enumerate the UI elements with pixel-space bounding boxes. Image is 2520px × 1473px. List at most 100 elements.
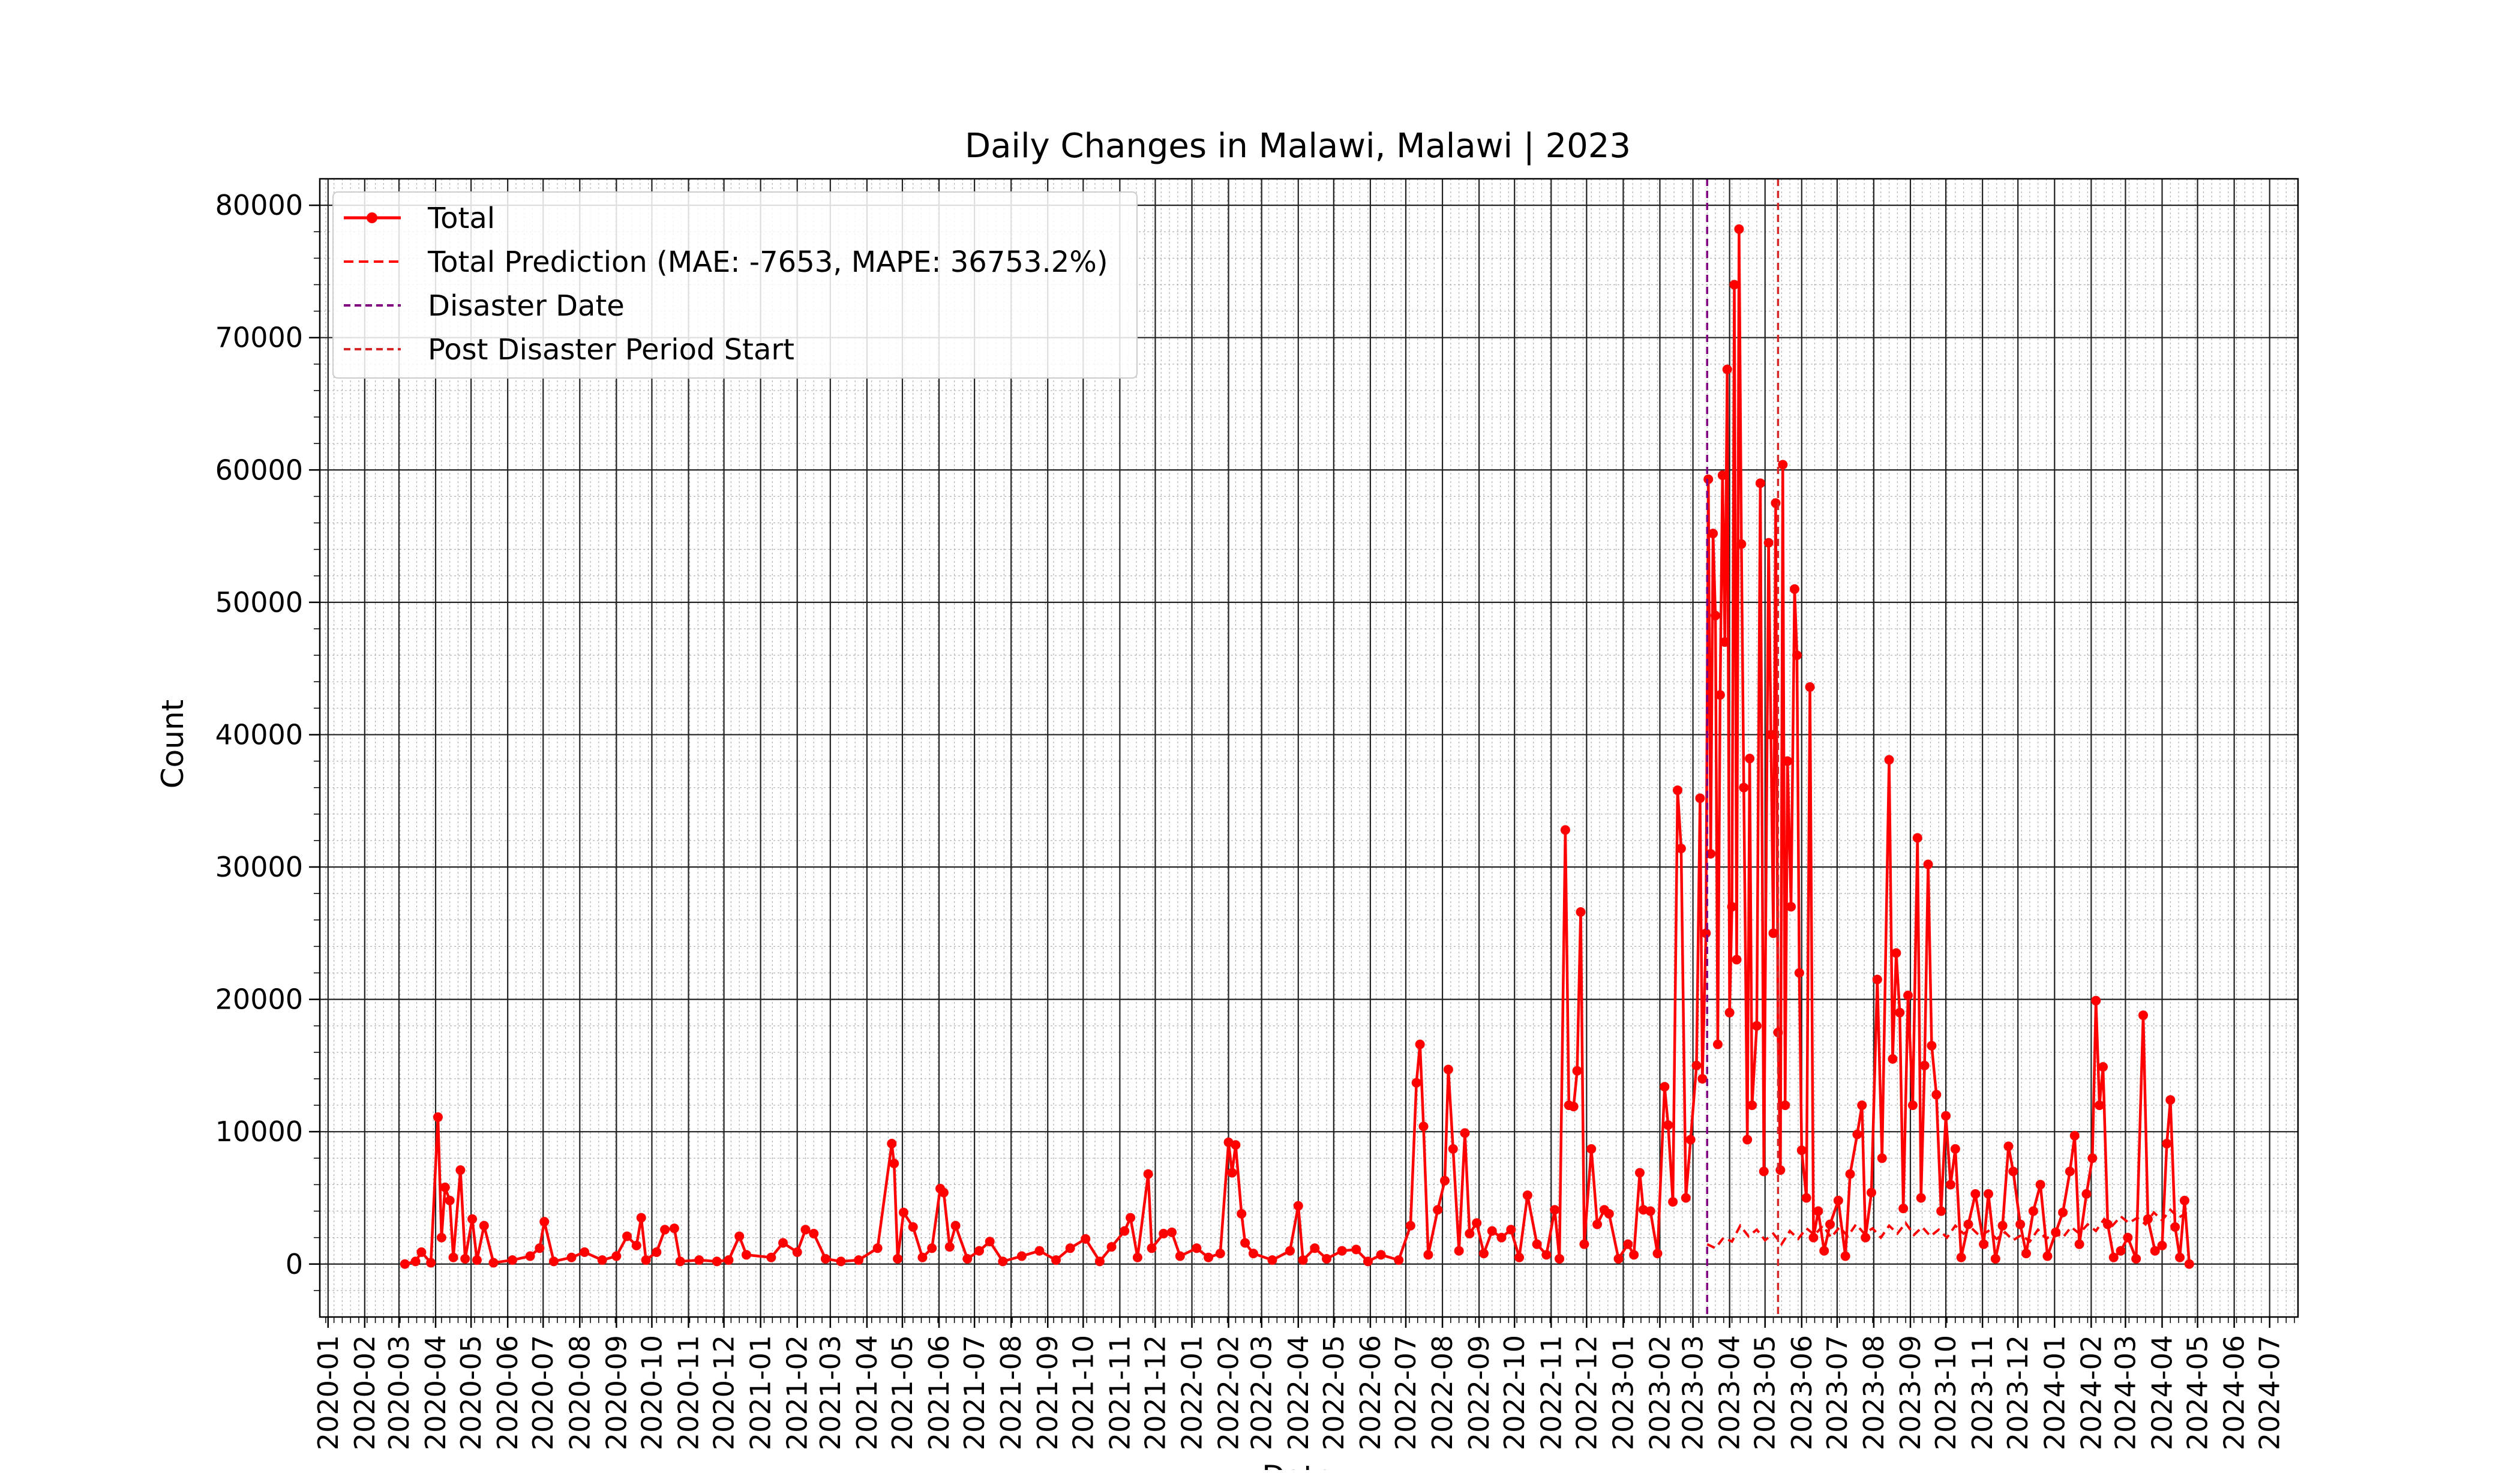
x-tick-label: 2022-07 bbox=[1390, 1335, 1422, 1450]
total-point bbox=[1768, 928, 1778, 938]
total-point bbox=[1778, 460, 1788, 470]
total-point bbox=[2102, 1219, 2113, 1229]
total-point bbox=[1722, 364, 1732, 374]
total-point bbox=[1051, 1255, 1061, 1265]
total-point bbox=[1898, 1204, 1909, 1214]
total-point bbox=[962, 1253, 973, 1264]
total-point bbox=[1034, 1246, 1045, 1256]
total-point bbox=[1866, 1187, 1876, 1198]
total-point bbox=[1759, 1166, 1769, 1177]
legend-label-1: Total Prediction (MAE: -7653, MAPE: 3675… bbox=[427, 245, 1108, 279]
total-point bbox=[1167, 1227, 1177, 1237]
total-point bbox=[1708, 529, 1718, 539]
total-point bbox=[508, 1255, 518, 1265]
x-tick-label: 2021-11 bbox=[1103, 1335, 1136, 1450]
total-point bbox=[1852, 1129, 1862, 1139]
total-point bbox=[2021, 1249, 2032, 1259]
x-tick-label: 2022-06 bbox=[1354, 1335, 1387, 1450]
total-point bbox=[1541, 1250, 1552, 1260]
y-tick-label: 70000 bbox=[215, 322, 303, 354]
total-point bbox=[1322, 1253, 1332, 1264]
total-point bbox=[539, 1217, 550, 1227]
total-point bbox=[1298, 1255, 1308, 1265]
total-point bbox=[1147, 1243, 1157, 1253]
total-point bbox=[1891, 948, 1901, 958]
total-point bbox=[1532, 1239, 1542, 1249]
total-point bbox=[460, 1253, 470, 1264]
total-point bbox=[1592, 1219, 1603, 1229]
total-point bbox=[400, 1259, 410, 1269]
total-point bbox=[1703, 474, 1714, 484]
total-point bbox=[1747, 1100, 1757, 1111]
total-point bbox=[652, 1247, 662, 1257]
total-point bbox=[1579, 1239, 1589, 1249]
x-tick-label: 2020-03 bbox=[383, 1335, 415, 1450]
x-tick-label: 2022-12 bbox=[1570, 1335, 1603, 1450]
x-tick-label: 2024-01 bbox=[2038, 1335, 2071, 1450]
total-point bbox=[1720, 637, 1730, 647]
total-point bbox=[766, 1252, 776, 1262]
total-point bbox=[1672, 785, 1682, 796]
total-point bbox=[2116, 1246, 2126, 1256]
total-point bbox=[2042, 1251, 2053, 1261]
total-point bbox=[1983, 1189, 1993, 1199]
total-point bbox=[1351, 1244, 1361, 1255]
total-point bbox=[950, 1220, 961, 1231]
y-tick-label: 40000 bbox=[215, 718, 303, 751]
total-point bbox=[1712, 1039, 1723, 1049]
total-point bbox=[1701, 928, 1711, 938]
x-tick-label: 2023-09 bbox=[1894, 1335, 1927, 1450]
total-point bbox=[2008, 1166, 2018, 1177]
total-point bbox=[1310, 1243, 1320, 1253]
chart-title: Daily Changes in Malawi, Malawi | 2023 bbox=[965, 127, 1631, 166]
total-point bbox=[1789, 584, 1799, 594]
total-point bbox=[2003, 1141, 2014, 1151]
total-point bbox=[2138, 1010, 2148, 1021]
total-point bbox=[1945, 1180, 1955, 1190]
total-point bbox=[1568, 1102, 1579, 1112]
legend-label-2: Disaster Date bbox=[428, 289, 625, 323]
total-point bbox=[887, 1139, 897, 1149]
x-tick-label: 2021-01 bbox=[745, 1335, 777, 1450]
total-point bbox=[1415, 1039, 1425, 1049]
total-point bbox=[1623, 1239, 1633, 1249]
x-tick-label: 2021-12 bbox=[1139, 1335, 1171, 1450]
total-point bbox=[1663, 1120, 1673, 1130]
total-point bbox=[1919, 1060, 1930, 1070]
x-tick-label: 2020-07 bbox=[527, 1335, 559, 1450]
total-point bbox=[1681, 1193, 1691, 1203]
total-point bbox=[2091, 995, 2101, 1006]
x-tick-label: 2024-03 bbox=[2109, 1335, 2141, 1450]
total-point bbox=[1439, 1175, 1450, 1186]
x-tick-label: 2021-08 bbox=[995, 1335, 1027, 1450]
total-point bbox=[467, 1214, 478, 1224]
x-tick-label: 2021-05 bbox=[886, 1335, 919, 1450]
total-point bbox=[1423, 1250, 1433, 1260]
total-point bbox=[1857, 1100, 1867, 1111]
total-point bbox=[778, 1238, 788, 1248]
total-point bbox=[445, 1195, 455, 1205]
total-point bbox=[1645, 1206, 1655, 1216]
total-point bbox=[1555, 1253, 1565, 1264]
total-point bbox=[1454, 1246, 1464, 1256]
total-point bbox=[974, 1246, 984, 1256]
total-point bbox=[535, 1243, 545, 1253]
total-point bbox=[1418, 1121, 1429, 1132]
total-point bbox=[448, 1252, 458, 1262]
total-point bbox=[1550, 1205, 1560, 1215]
total-point bbox=[1638, 1205, 1648, 1215]
total-point bbox=[580, 1247, 590, 1257]
total-point bbox=[1845, 1169, 1855, 1179]
total-point bbox=[1808, 1232, 1819, 1243]
total-point bbox=[1668, 1197, 1678, 1207]
total-point bbox=[1120, 1226, 1130, 1236]
total-point bbox=[2065, 1166, 2075, 1177]
total-point bbox=[1411, 1078, 1421, 1088]
total-point bbox=[436, 1232, 446, 1243]
total-point bbox=[1780, 1100, 1790, 1111]
total-point bbox=[1884, 755, 1894, 765]
total-point bbox=[611, 1251, 622, 1261]
total-point bbox=[836, 1256, 846, 1267]
total-point bbox=[1736, 539, 1747, 549]
total-point bbox=[1711, 610, 1721, 620]
